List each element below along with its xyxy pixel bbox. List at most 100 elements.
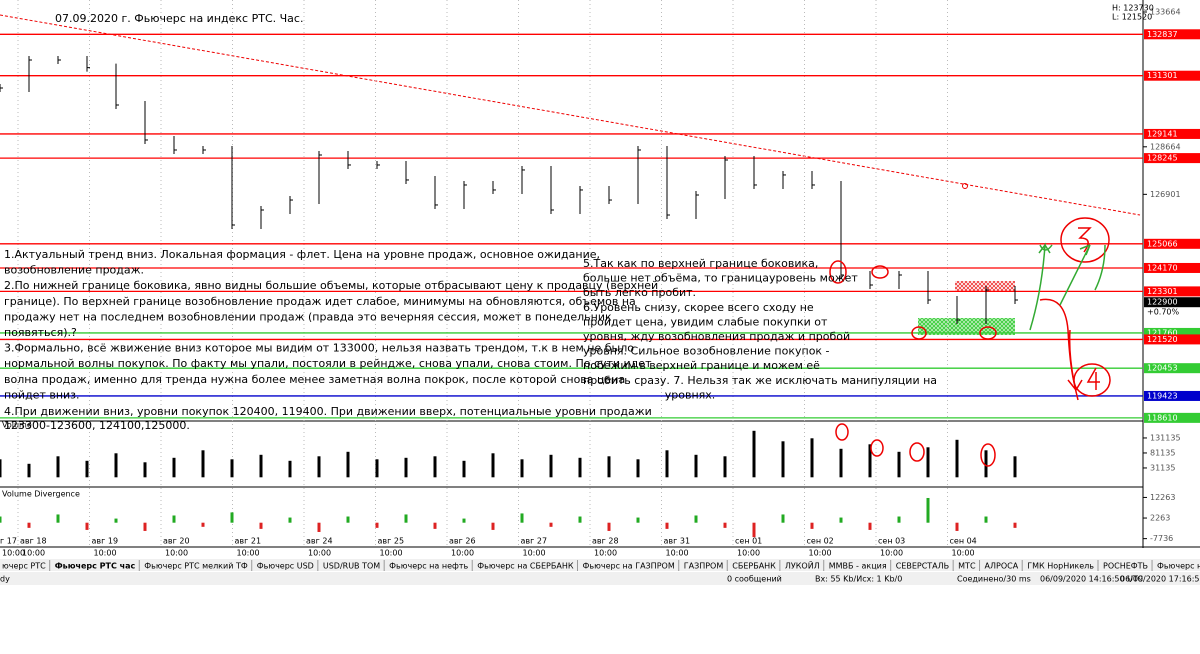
divergence-bar xyxy=(636,517,640,523)
x-tick-label: 10:00 xyxy=(523,549,546,558)
volume-bar xyxy=(665,450,669,478)
x-tick-label: авг 28 xyxy=(592,537,619,546)
y-tick-label: 12263 xyxy=(1150,493,1175,502)
status-item: 06/09/2020 17:16:50 Local xyxy=(1120,575,1200,584)
volume-bar xyxy=(27,463,31,478)
hand-annotations xyxy=(1029,242,1106,331)
price-label-bg xyxy=(1144,262,1200,273)
note-line: волна продаж, именно для тренда нужна бо… xyxy=(4,373,625,386)
y-tick-label: 128664 xyxy=(1150,142,1181,151)
buy-zone xyxy=(918,318,1015,335)
tab[interactable]: ючерс РТС xyxy=(2,562,46,571)
chart-title: 07.09.2020 г. Фьючерс на индекс РТС. Час… xyxy=(55,12,303,25)
y-tick-label: 131135 xyxy=(1150,433,1181,442)
volume-bar xyxy=(926,447,930,478)
price-label-bg xyxy=(1144,29,1200,40)
status-item: 06/09/2020 14:16:50 UTC xyxy=(1040,575,1143,584)
y-tick-label: 133664 xyxy=(1150,7,1181,16)
tab[interactable]: ЛУКОЙЛ xyxy=(785,560,820,571)
volume-bar xyxy=(984,450,988,478)
divergence-bar xyxy=(433,522,437,529)
volume-bar xyxy=(172,457,176,478)
note-line: 2.По нижней границе боковика, явно видны… xyxy=(4,279,658,292)
note-line: продажу нет на последнем возобновлении п… xyxy=(4,310,612,323)
chart-bg xyxy=(0,0,1200,560)
tab[interactable]: USD/RUB TOM xyxy=(323,562,380,571)
change: +0.70% xyxy=(1147,308,1180,317)
price-label-bg xyxy=(1144,128,1200,139)
volume-bar xyxy=(897,451,901,478)
volume-bar xyxy=(114,453,118,478)
volume-bar xyxy=(607,456,611,478)
x-tick-label: 10:00 xyxy=(22,549,45,558)
tab[interactable]: Фьючерс РТС мелкий ТФ xyxy=(144,562,248,571)
tab[interactable]: Фьючерс на ГАЗПРОМ xyxy=(583,562,675,571)
tab[interactable]: Фьючерс на нефть xyxy=(389,562,468,571)
x-tick-label: 10:00 xyxy=(809,549,832,558)
x-tick-label: авг 19 xyxy=(92,537,119,546)
volume-bar xyxy=(85,460,89,478)
volume-bar xyxy=(578,457,582,478)
tab[interactable]: Фьючерс на СБЕРБАНК xyxy=(477,562,574,571)
y-tick-label: 81135 xyxy=(1150,448,1175,457)
tab[interactable]: ГАЗПРОМ xyxy=(684,562,724,571)
low: L: 121520 xyxy=(1112,13,1152,22)
divergence-bar xyxy=(27,522,31,528)
note-line: уровня. Сильное возобновление покупок - xyxy=(583,345,830,358)
divergence-bar xyxy=(955,522,959,531)
x-tick-label: авг 27 xyxy=(521,537,548,546)
x-tick-label: сен 04 xyxy=(950,537,977,546)
price-label-bg xyxy=(1144,238,1200,249)
tab[interactable]: Фьючерс на РОСНЕФТЬ xyxy=(1157,562,1200,571)
tab[interactable]: АЛРОСА xyxy=(985,562,1019,571)
divergence-bar xyxy=(114,518,118,523)
tab[interactable]: СЕВЕРСТАЛЬ xyxy=(896,562,949,571)
volume-bar xyxy=(462,460,466,478)
volume-bar xyxy=(346,451,350,478)
note-line: побежим в верхней границе и можем её xyxy=(583,359,820,372)
divergence-bar xyxy=(346,516,350,523)
volume-bar xyxy=(752,430,756,478)
price-label: 121520 xyxy=(1147,335,1178,344)
tab[interactable]: Фьючерс РТС час xyxy=(55,562,136,571)
volume-bar xyxy=(810,438,814,478)
volume-bar xyxy=(288,460,292,478)
divergence-bar xyxy=(752,522,756,538)
tab[interactable]: СБЕРБАНК xyxy=(732,562,776,571)
x-tick-label: 10:00 xyxy=(666,549,689,558)
volume-bar xyxy=(491,453,495,478)
divergence-bar xyxy=(259,522,263,529)
note-line: нормальной волны покупок. По факту мы уп… xyxy=(4,357,652,370)
x-tick-label: авг 18 xyxy=(20,537,47,546)
tab[interactable]: РОСНЕФТЬ xyxy=(1103,562,1148,571)
y-tick-label: 31135 xyxy=(1150,463,1175,472)
tab[interactable]: ММВБ - акция xyxy=(829,562,887,571)
note-line: появяться).? xyxy=(4,326,77,339)
price-label-bg xyxy=(1144,70,1200,81)
divergence-bar xyxy=(201,522,205,527)
tab[interactable]: ГМК НорНикель xyxy=(1027,562,1094,571)
trend-point xyxy=(962,183,968,189)
tab[interactable]: МТС xyxy=(958,562,976,571)
divergence-bar xyxy=(85,522,89,530)
divergence-bar xyxy=(520,513,524,523)
x-tick-label: 10:00 xyxy=(451,549,474,558)
volume-bar xyxy=(781,441,785,478)
divergence-bar xyxy=(607,522,611,531)
x-tick-label: авг 31 xyxy=(664,537,691,546)
divergence-bar xyxy=(578,516,582,523)
divergence-bar xyxy=(143,522,147,531)
divergence-bar xyxy=(926,497,930,523)
divergence-bar xyxy=(317,522,321,532)
price-label: 120453 xyxy=(1147,364,1178,373)
x-tick-label: 10:00 xyxy=(165,549,188,558)
price-label: 122900 xyxy=(1147,298,1178,307)
tab[interactable]: Фьючерс USD xyxy=(257,562,314,571)
volume-bar xyxy=(955,439,959,478)
status-item: Вх: 55 Kb/Исх: 1 Kb/0 xyxy=(815,575,902,584)
volume-bar xyxy=(694,454,698,478)
x-tick-label: авг 21 xyxy=(235,537,262,546)
divergence-bar xyxy=(868,522,872,530)
volume-bar xyxy=(0,459,2,478)
note-line: 6.Уровень снизу, скорее всего сходу не xyxy=(583,301,814,314)
